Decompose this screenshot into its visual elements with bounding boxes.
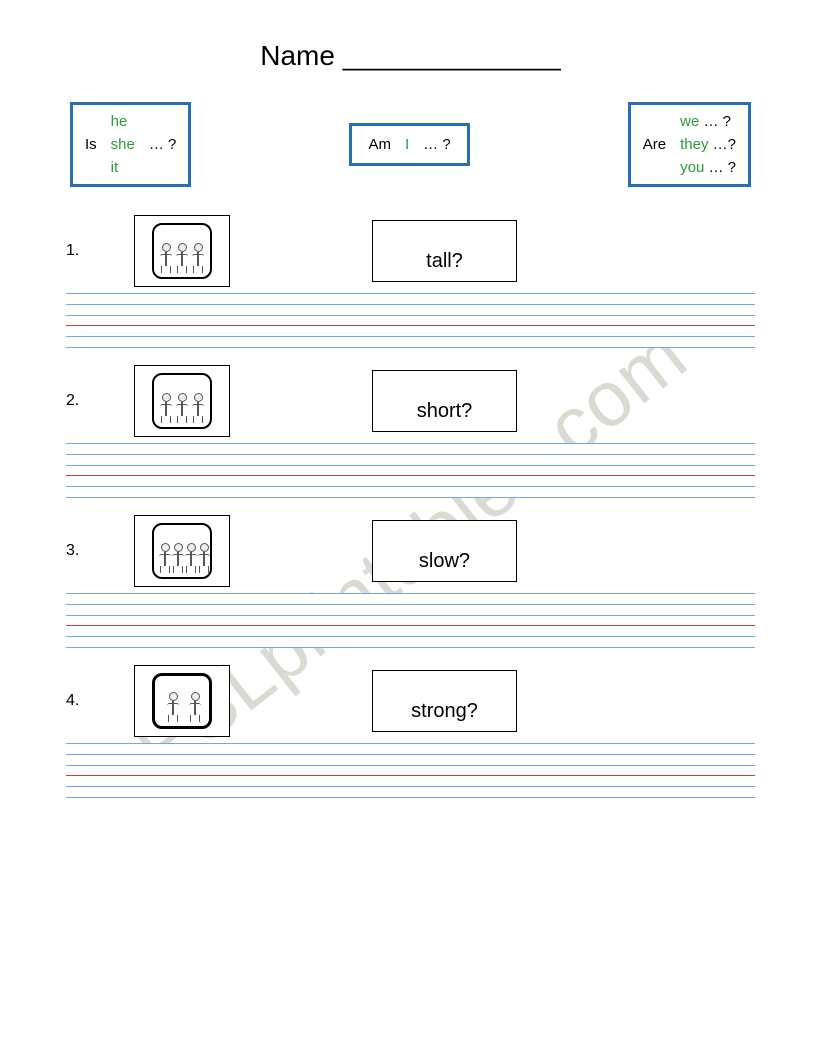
adjective-box: slow? [372, 520, 517, 582]
guideline-blue [66, 465, 755, 466]
item-number: 3. [66, 542, 88, 560]
item-number: 4. [66, 692, 88, 710]
verb-is: Is [85, 136, 97, 153]
suffix-they: …? [713, 136, 736, 153]
grammar-box-am: Am I … ? [349, 123, 469, 166]
guideline-blue [66, 647, 755, 648]
grammar-box-are: Are we … ? they …? you … ? [628, 102, 751, 187]
guideline-blue [66, 786, 755, 787]
guideline-blue [66, 754, 755, 755]
guideline-blue [66, 765, 755, 766]
guideline-blue [66, 347, 755, 348]
baseline-red [66, 325, 755, 326]
suffix-is: … ? [149, 136, 177, 153]
pronoun-we: we [680, 113, 699, 130]
verb-are: Are [643, 136, 666, 153]
people-icon [152, 223, 212, 279]
picture-frame [134, 515, 230, 587]
exercise-item: 1. tall? [66, 215, 761, 287]
guideline-blue [66, 743, 755, 744]
adjective-box: tall? [372, 220, 517, 282]
pronoun-they: they [680, 136, 708, 153]
writing-lines[interactable] [66, 593, 755, 647]
guideline-blue [66, 304, 755, 305]
exercise-item: 2. short? [66, 365, 761, 437]
adjective-box: strong? [372, 670, 517, 732]
writing-lines[interactable] [66, 293, 755, 347]
baseline-red [66, 475, 755, 476]
guideline-blue [66, 336, 755, 337]
guideline-blue [66, 486, 755, 487]
name-field-label: Name ______________ [60, 40, 761, 72]
baseline-red [66, 775, 755, 776]
guideline-blue [66, 497, 755, 498]
verb-am: Am [368, 136, 391, 153]
item-number: 1. [66, 242, 88, 260]
guideline-blue [66, 636, 755, 637]
writing-lines[interactable] [66, 443, 755, 497]
suffix-we: … ? [703, 113, 731, 130]
grammar-box-is: Is he she it … ? [70, 102, 191, 187]
pronoun-she: she [111, 136, 135, 153]
picture-frame [134, 665, 230, 737]
guideline-blue [66, 615, 755, 616]
guideline-blue [66, 443, 755, 444]
adjective-box: short? [372, 370, 517, 432]
guideline-blue [66, 315, 755, 316]
item-number: 2. [66, 392, 88, 410]
pronoun-it: it [111, 159, 135, 176]
suffix-you: … ? [708, 159, 736, 176]
guideline-blue [66, 293, 755, 294]
picture-frame [134, 215, 230, 287]
guideline-blue [66, 454, 755, 455]
suffix-am: … ? [423, 136, 451, 153]
pronoun-you: you [680, 159, 704, 176]
writing-lines[interactable] [66, 743, 755, 797]
exercise-item: 3. slow? [66, 515, 761, 587]
baseline-red [66, 625, 755, 626]
people-icon [152, 523, 212, 579]
pronoun-i: I [405, 136, 409, 153]
pronoun-he: he [111, 113, 135, 130]
people-icon [152, 373, 212, 429]
guideline-blue [66, 797, 755, 798]
exercise-item: 4. strong? [66, 665, 761, 737]
picture-frame [134, 365, 230, 437]
guideline-blue [66, 593, 755, 594]
guideline-blue [66, 604, 755, 605]
people-icon [152, 673, 212, 729]
grammar-reference-row: Is he she it … ? Am I … ? Are we … ? the… [70, 102, 751, 187]
